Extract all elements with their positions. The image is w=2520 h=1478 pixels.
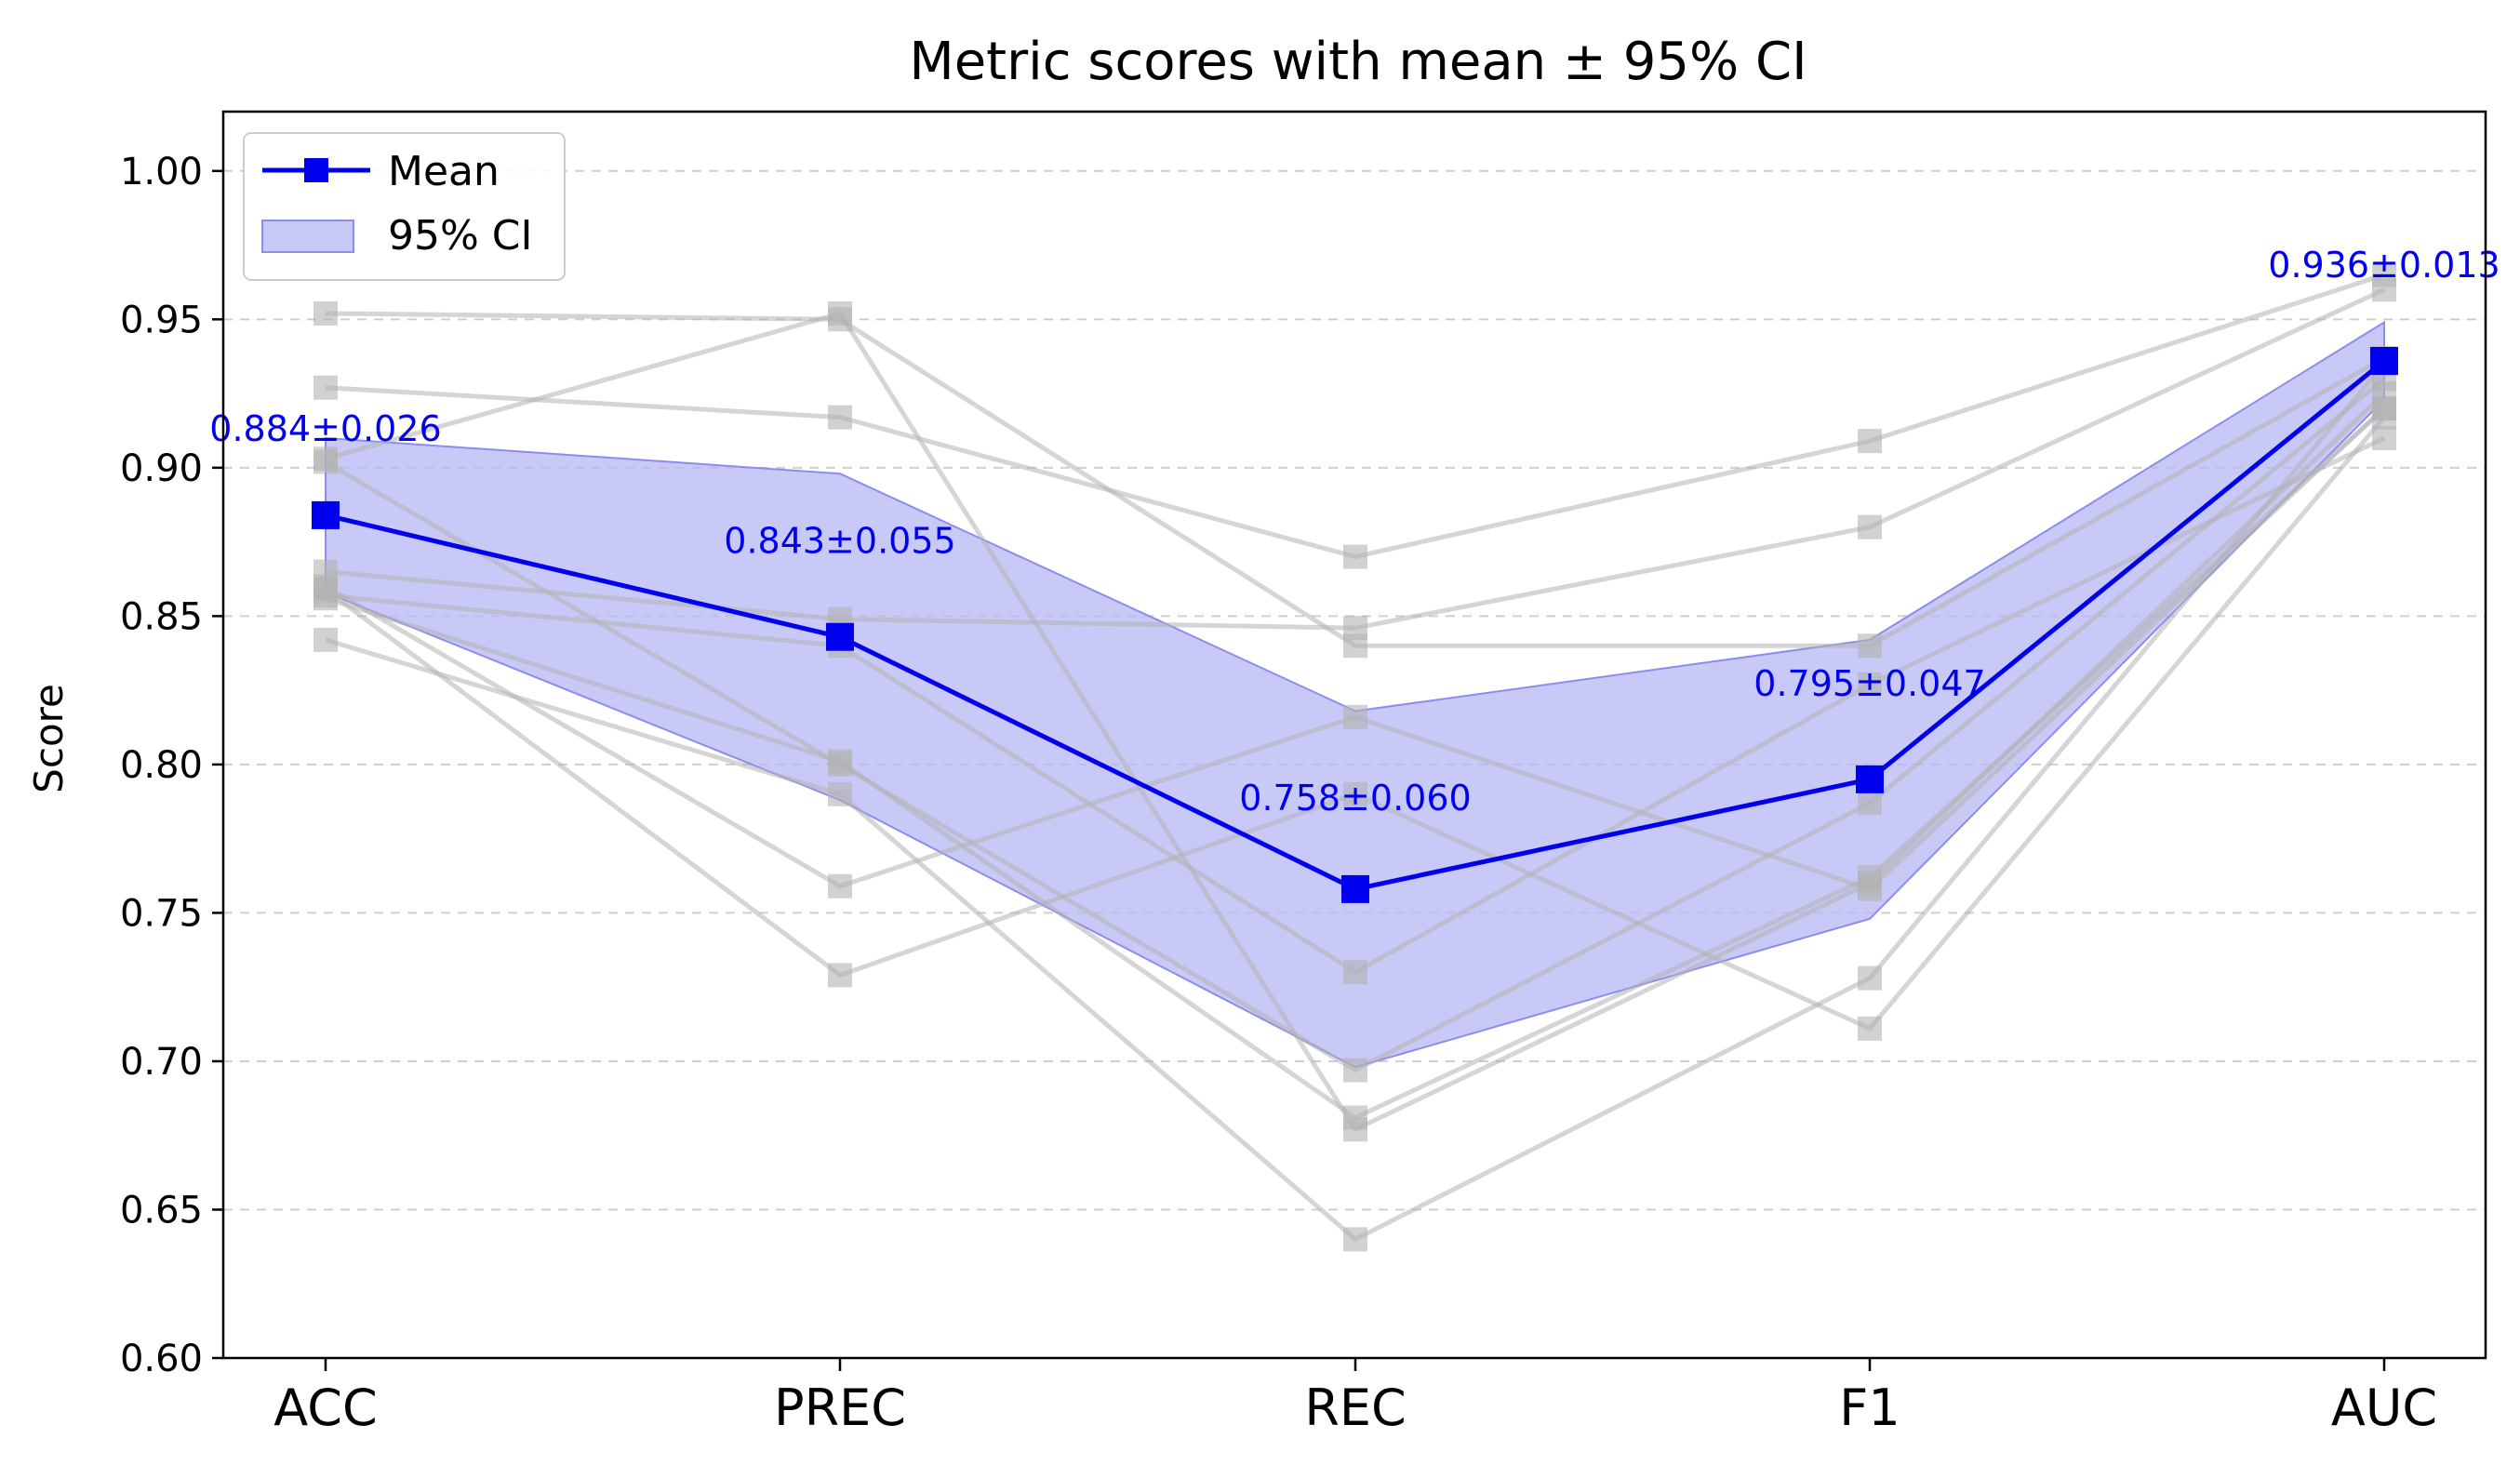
run-point-9-prec (828, 749, 852, 774)
run-point-7-prec (828, 963, 852, 988)
mean-point-prec (826, 622, 854, 651)
x-tick-label-rec: REC (1304, 1378, 1406, 1437)
mean-point-rec (1341, 874, 1369, 903)
mean-point-auc (2370, 347, 2398, 375)
individual-runs (313, 262, 2396, 1252)
legend-mean-marker (304, 158, 328, 182)
run-point-7-rec (1343, 781, 1367, 806)
run-point-9-rec (1343, 1105, 1367, 1130)
run-point-3-acc (313, 449, 338, 474)
y-tick-label-2: 0.70 (120, 1041, 203, 1084)
mean-annotation-acc: 0.884±0.026 (209, 408, 441, 449)
legend-ci-patch (261, 220, 354, 253)
run-point-4-f1 (1858, 514, 1882, 539)
mean-point-acc (312, 500, 340, 529)
run-point-7-f1 (1858, 1016, 1882, 1041)
mean-annotation-prec: 0.843±0.055 (724, 521, 955, 562)
mean-point-f1 (1856, 765, 1884, 793)
mean-annotation-f1: 0.795±0.047 (1753, 663, 1985, 704)
legend: Mean 95% CI (243, 132, 566, 281)
legend-label-ci: 95% CI (388, 212, 532, 260)
run-point-9-auc (2372, 396, 2396, 421)
y-tick-label-7: 0.95 (120, 299, 203, 341)
mean-series (312, 347, 2398, 903)
y-tick-label-5: 0.85 (120, 595, 203, 638)
run-point-9-f1 (1858, 865, 1882, 890)
run-point-1-prec (828, 405, 852, 430)
x-tick-label-acc: ACC (273, 1378, 377, 1437)
run-point-2-prec (828, 300, 852, 326)
x-tick-label-auc: AUC (2331, 1378, 2437, 1437)
run-point-8-rec (1343, 1227, 1367, 1252)
run-point-8-f1 (1858, 965, 1882, 991)
run-point-4-rec (1343, 616, 1367, 641)
axes: 0.60 0.65 0.70 0.75 0.80 0.85 0.90 0.95 1.00 ACC P… (120, 110, 2487, 1437)
mean-annotation-rec: 0.758±0.060 (1239, 778, 1471, 819)
y-tick-label-4: 0.80 (120, 744, 203, 787)
run-point-6-rec (1343, 960, 1367, 985)
run-point-0-acc (313, 300, 338, 326)
mean-annotation-auc: 0.936±0.013 (2268, 245, 2500, 286)
run-point-1-acc (313, 375, 338, 400)
run-point-8-prec (828, 781, 852, 806)
y-tick-label-1: 0.65 (120, 1189, 203, 1232)
y-tick-label-0: 0.60 (120, 1338, 203, 1380)
x-tick-label-prec: PREC (774, 1378, 906, 1437)
x-tick-label-f1: F1 (1839, 1378, 1900, 1437)
y-tick-label-3: 0.75 (120, 892, 203, 935)
legend-label-mean: Mean (388, 148, 500, 195)
run-point-3-rec (1343, 1058, 1367, 1083)
y-tick-label-6: 0.90 (120, 447, 203, 490)
run-point-1-f1 (1858, 429, 1882, 454)
run-point-9-acc (313, 586, 338, 611)
run-point-5-prec (828, 873, 852, 899)
run-point-5-rec (1343, 704, 1367, 729)
mean-annotations: 0.884±0.026 0.843±0.055 0.758±0.060 0.795±0… (209, 245, 2500, 819)
run-point-6-f1 (1858, 672, 1882, 697)
run-point-8-acc (313, 627, 338, 652)
run-point-1-rec (1343, 544, 1367, 569)
run-point-3-f1 (1858, 791, 1882, 816)
run-point-0-f1 (1858, 633, 1882, 659)
run-point-4-auc (2372, 277, 2396, 302)
y-axis-label: Score (26, 684, 72, 793)
chart-title: Metric scores with mean ± 95% CI (909, 32, 1807, 92)
y-tick-label-8: 1.00 (120, 151, 203, 193)
